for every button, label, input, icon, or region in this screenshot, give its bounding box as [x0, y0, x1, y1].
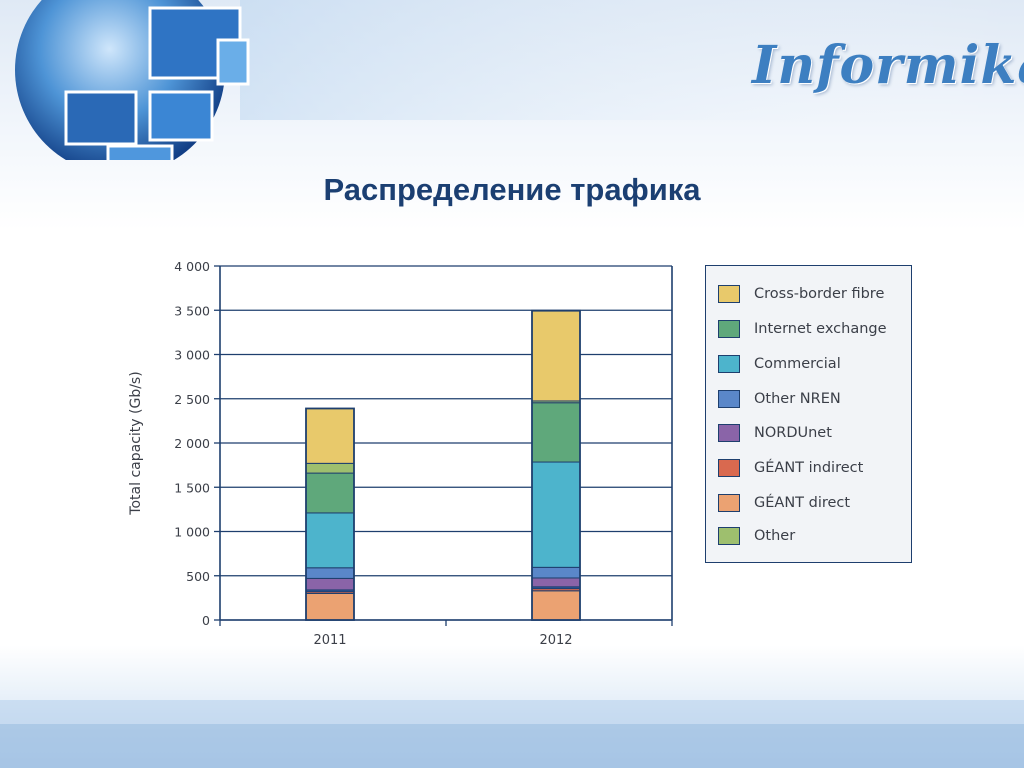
bar-segment [305, 462, 355, 474]
globe-icon [15, 0, 250, 160]
y-tick-label: 3 500 [174, 303, 210, 318]
legend-label: Internet exchange [754, 321, 887, 337]
y-axis-label: Total capacity (Gb/s) [128, 371, 144, 515]
y-tick-label: 3 000 [174, 348, 210, 363]
x-tick-label: 2011 [313, 633, 346, 648]
legend-label: Other NREN [754, 391, 841, 407]
y-tick-label: 2 000 [174, 436, 210, 451]
legend-swatch [718, 320, 740, 338]
bar-segment [531, 566, 581, 579]
legend-swatch [718, 355, 740, 373]
bar-segment [305, 407, 355, 464]
bar-segment [531, 590, 581, 621]
bar-segment [305, 577, 355, 591]
y-tick-label: 2 500 [174, 392, 210, 407]
footer-decoration [0, 700, 1024, 768]
legend-label: Other [754, 528, 796, 544]
legend-label: Cross-border fibre [754, 286, 885, 302]
chart-legend: Cross-border fibre Internet exchange Comme… [705, 265, 912, 563]
bar-segment [305, 592, 355, 621]
bar-segment [531, 577, 581, 588]
y-tick-label: 1 000 [174, 525, 210, 540]
legend-swatch [718, 527, 740, 545]
x-tick-label: 2012 [539, 633, 572, 648]
bar-outline [305, 407, 355, 621]
legend-swatch [718, 494, 740, 512]
legend-label: Commercial [754, 356, 841, 372]
y-tick-label: 0 [202, 613, 210, 628]
y-tick-label: 4 000 [174, 259, 210, 274]
legend-swatch [718, 424, 740, 442]
header-decoration [15, 0, 1024, 160]
legend-label: NORDUnet [754, 425, 832, 441]
y-tick-label: 500 [186, 569, 210, 584]
bar-segment [305, 567, 355, 579]
logo: Informika [752, 35, 1024, 96]
bar-segment [531, 461, 581, 568]
stacked-bar-chart: 0 500 1 000 1 500 2 000 2 500 3 000 3 500 4 000 2… [128, 259, 673, 648]
legend-swatch [718, 459, 740, 477]
bar-outline [531, 309, 581, 621]
legend-label: GÉANT direct [754, 495, 851, 511]
legend-label: GÉANT indirect [754, 460, 864, 476]
bar-segment [305, 512, 355, 569]
y-tick-label: 1 500 [174, 480, 210, 495]
legend-swatch [718, 285, 740, 303]
bar-segment [531, 310, 581, 402]
legend-swatch [718, 390, 740, 408]
page-title: Распределение трафика [323, 172, 701, 207]
bar-segment [531, 402, 581, 463]
bar-segment [305, 472, 355, 514]
